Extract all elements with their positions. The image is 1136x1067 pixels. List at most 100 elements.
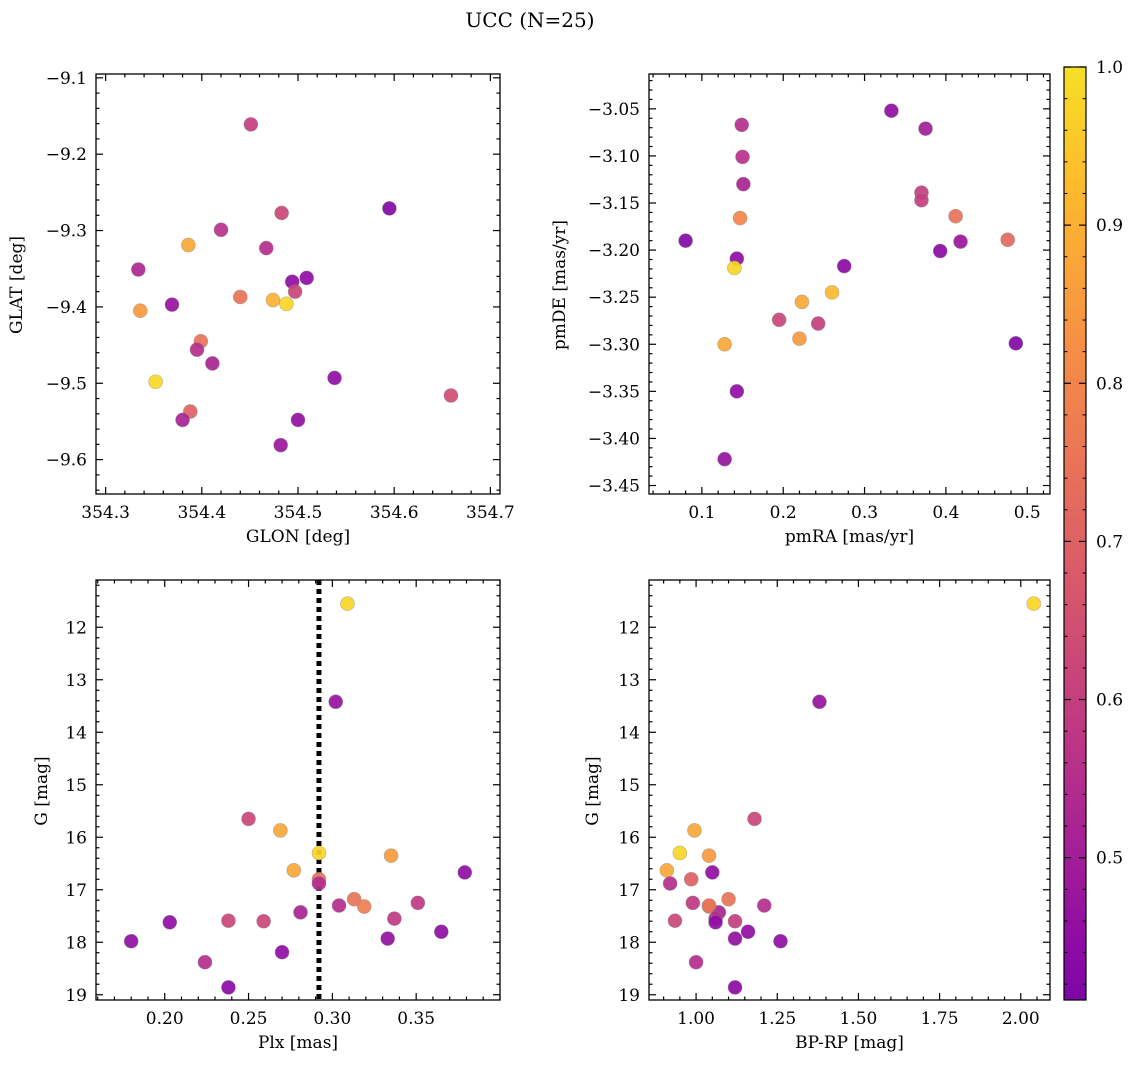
data-point [701,848,717,863]
x-tick-label: 354.6 [370,503,419,523]
y-tick-label: 12 [618,618,640,638]
data-point [221,913,236,929]
scatter-points [123,596,473,995]
y-axis-label: G [mag] [32,756,52,825]
scatter-points [678,103,1024,467]
x-tick-label: 0.5 [1014,503,1041,523]
y-tick-label: −3.40 [588,429,640,449]
colorbar-tick-label: 0.9 [1096,216,1123,236]
y-tick-label: −3.35 [588,382,640,402]
data-point [443,388,459,403]
data-point [701,898,717,913]
data-point [705,865,720,880]
x-tick-label: 0.4 [932,503,959,523]
data-point [948,208,963,224]
data-point [457,865,473,880]
y-tick-label: 13 [65,671,87,691]
y-tick-label: −3.30 [588,335,640,355]
x-tick-label: 1.75 [921,1009,959,1029]
data-point [667,913,683,929]
data-point [727,260,742,276]
y-axis-label: pmDE [mas/yr] [550,220,570,350]
data-point [241,811,256,827]
y-tick-label: 19 [65,986,87,1006]
x-tick-label: 2.00 [1002,1009,1040,1029]
x-tick-label: 1.25 [758,1009,796,1029]
plot-frame [95,73,501,495]
data-point [286,863,302,878]
data-point [132,303,148,319]
y-tick-label: 16 [618,828,640,848]
data-point [327,370,342,386]
y-tick-label: 19 [618,986,640,1006]
y-tick-label: 12 [65,618,87,638]
data-point [221,980,236,995]
data-point [328,694,344,710]
data-point [812,694,827,710]
data-point [727,931,743,946]
x-axis-label: pmRA [mas/yr] [785,527,914,547]
data-point [311,876,327,891]
data-point [232,289,248,305]
data-point [824,285,840,300]
data-point [727,980,743,995]
data-point [914,192,929,208]
data-point [734,117,750,133]
data-point [729,384,745,399]
colorbar-tick-label: 0.5 [1096,849,1123,869]
data-point [683,871,699,887]
data-point [213,222,229,238]
data-point [836,258,852,274]
data-point [1000,232,1016,248]
y-tick-label: −9.2 [46,145,87,165]
x-tick-label: 354.5 [274,503,323,523]
data-point [1008,336,1024,351]
data-point [434,924,449,940]
plot-frame [648,73,1051,495]
figure-title: UCC (N=25) [465,8,594,32]
x-axis-label: BP-RP [mag] [795,1033,904,1053]
data-point [884,103,899,119]
y-tick-label: 14 [618,723,640,743]
data-point [299,270,314,286]
data-point [732,210,748,226]
data-point [792,331,807,346]
data-point [717,451,732,467]
data-point [290,412,306,428]
data-point [678,233,693,248]
x-tick-label: 0.2 [770,503,797,523]
y-tick-label: −3.10 [588,147,640,167]
data-point [164,297,180,312]
data-point [123,933,139,949]
x-tick-label: 0.3 [851,503,878,523]
data-point [727,913,743,929]
data-point [717,336,732,352]
data-point [162,914,178,930]
data-point [771,312,787,328]
y-tick-label: −9.6 [46,451,87,471]
data-point [311,845,327,861]
data-point [265,292,281,308]
data-point [773,933,788,949]
panel-plx-g: 0.20 0.25 0.30 0.35 12 13 14 15 16 17 18 19 Plx [mas… [32,579,501,1053]
x-tick-label: 0.30 [313,1009,351,1029]
y-axis-label: G [mag] [583,756,603,825]
data-point [175,412,190,428]
data-point [708,914,723,930]
data-point [331,898,347,913]
y-tick-label: 18 [618,933,640,953]
y-tick-label: 18 [65,933,87,953]
x-tick-label: 1.50 [839,1009,877,1029]
data-point [756,898,772,913]
data-point [340,596,355,611]
y-tick-label: 14 [65,723,87,743]
data-point [685,895,701,911]
data-point [279,296,294,312]
data-point [747,811,762,827]
data-point [274,205,289,221]
data-point [672,845,688,861]
y-tick-label: 17 [65,881,87,901]
data-point [387,911,402,926]
data-point [274,944,290,960]
